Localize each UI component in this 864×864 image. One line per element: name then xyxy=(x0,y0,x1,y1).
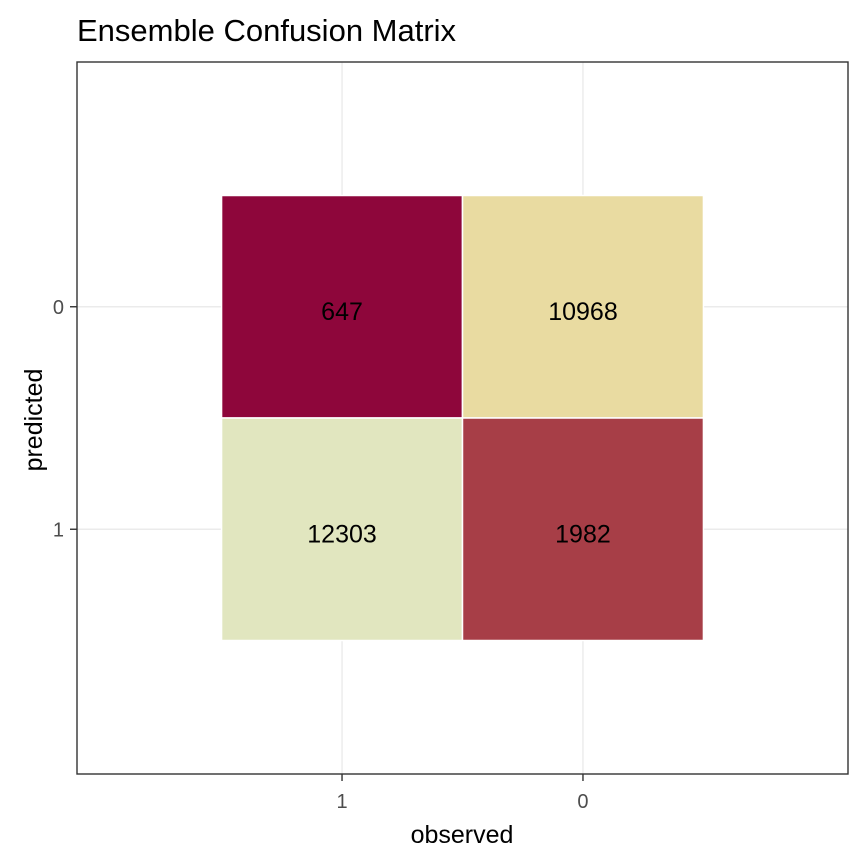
heatmap-cell xyxy=(461,417,705,642)
plot-panel: 647 10968 12303 1982 xyxy=(76,61,849,775)
x-tick-label: 0 xyxy=(577,791,588,813)
cell-labels: 647 10968 12303 1982 xyxy=(307,298,617,549)
y-tick-label: 1 xyxy=(53,519,64,541)
chart-title: Ensemble Confusion Matrix xyxy=(77,13,457,48)
heatmap-cell xyxy=(220,417,464,642)
panel-border xyxy=(76,61,849,775)
heatmap-cell xyxy=(461,194,705,419)
heatmap-cells xyxy=(220,194,705,642)
cell-value-label: 12303 xyxy=(307,520,377,548)
x-tick-label: 1 xyxy=(336,791,347,813)
x-axis-title: observed xyxy=(411,821,514,849)
cell-value-label: 647 xyxy=(321,298,363,326)
cell-value-label: 10968 xyxy=(548,298,618,326)
y-tick-label: 0 xyxy=(53,297,64,319)
y-axis: 01 xyxy=(53,297,77,541)
cell-value-label: 1982 xyxy=(555,520,611,548)
y-axis-title: predicted xyxy=(20,369,48,472)
